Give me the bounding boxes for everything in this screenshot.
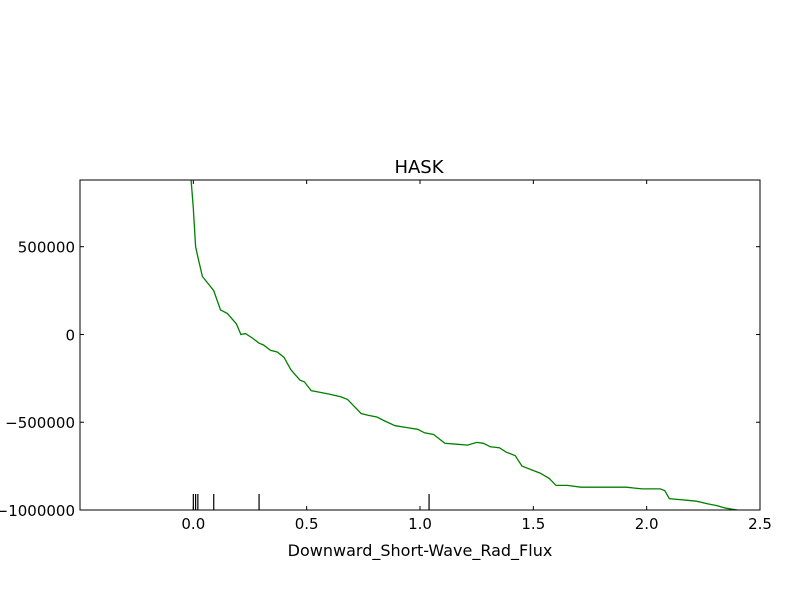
axis-ticks: 0.0 0.5 1.0 1.5 2.0 2.5 500000 0 −500000 −1000000	[0, 180, 772, 533]
y-tick-label: −500000	[5, 414, 75, 432]
chart-title: HASK	[394, 157, 444, 178]
x-tick-label: 2.5	[748, 515, 772, 533]
x-tick-label: 2.0	[635, 515, 659, 533]
y-tick-label: 500000	[18, 239, 75, 257]
plot-area	[190, 180, 738, 510]
y-tick-label: 0	[65, 326, 75, 344]
plot-frame	[79, 179, 761, 511]
x-tick-label: 1.5	[521, 515, 545, 533]
series-line-0	[190, 180, 738, 510]
x-tick-label: 0.0	[181, 515, 205, 533]
x-tick-label: 1.0	[408, 515, 432, 533]
y-tick-label: −1000000	[0, 502, 75, 520]
x-tick-label: 0.5	[295, 515, 319, 533]
x-axis-label: Downward_Short-Wave_Rad_Flux	[288, 541, 553, 561]
